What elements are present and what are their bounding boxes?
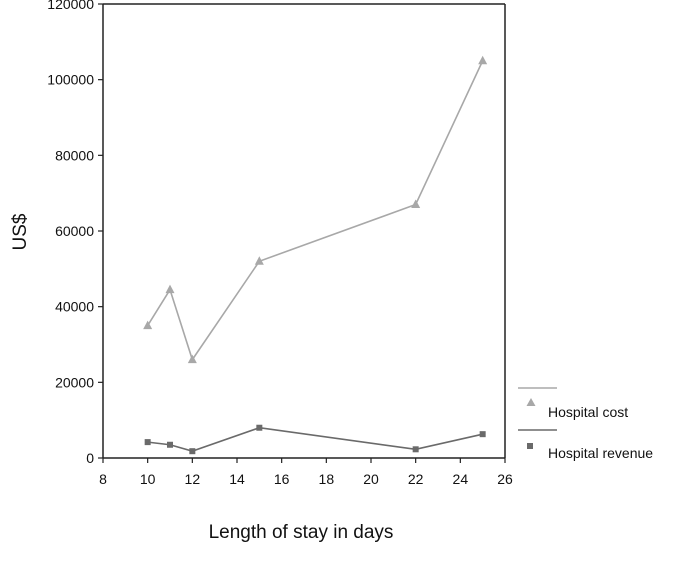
y-tick-label: 60000: [55, 223, 94, 239]
legend-label-hospital-cost: Hospital cost: [548, 404, 628, 420]
series-hospital-cost: [143, 55, 488, 364]
data-point-hospital-cost: [254, 256, 264, 265]
x-tick-label: 14: [229, 471, 245, 487]
axes: [102, 3, 506, 459]
legend-item-hospital-revenue: Hospital revenue: [518, 429, 653, 461]
data-point-hospital-cost: [165, 284, 175, 294]
x-tick-label: 16: [274, 471, 290, 487]
data-point-hospital-revenue: [256, 424, 263, 431]
legend-square-icon: [527, 443, 533, 449]
y-tick-label: 120000: [47, 0, 94, 12]
x-ticks: 8 10 12 14 16 18 20 22 24 26: [99, 458, 513, 487]
y-tick-label: 100000: [47, 72, 94, 88]
legend-triangle-icon: [526, 398, 536, 406]
data-point-hospital-cost: [478, 55, 488, 65]
x-tick-label: 18: [319, 471, 335, 487]
data-point-hospital-revenue: [167, 441, 173, 448]
series-line-hospital-revenue: [147, 426, 483, 453]
data-point-hospital-cost: [411, 199, 421, 209]
legend-item-hospital-cost: Hospital cost: [518, 387, 628, 420]
y-axis-title: US$: [10, 213, 31, 250]
y-tick-label: 80000: [55, 147, 94, 163]
x-tick-label: 26: [497, 471, 513, 487]
series-line-hospital-cost: [146, 60, 484, 362]
data-point-hospital-revenue: [144, 439, 151, 446]
y-tick-label: 40000: [55, 299, 94, 315]
data-point-hospital-revenue: [189, 448, 196, 455]
x-axis-title: Length of stay in days: [209, 522, 394, 543]
x-tick-label: 8: [99, 471, 107, 487]
y-tick-label: 20000: [55, 374, 94, 390]
legend-label-hospital-revenue: Hospital revenue: [548, 445, 653, 461]
data-point-hospital-revenue: [412, 446, 419, 453]
series-hospital-revenue: [144, 424, 486, 455]
data-point-hospital-cost: [187, 354, 197, 364]
y-tick-label: 0: [86, 450, 94, 466]
x-tick-label: 22: [408, 471, 424, 487]
x-tick-label: 24: [453, 471, 469, 487]
x-tick-label: 10: [140, 471, 156, 487]
data-point-hospital-revenue: [479, 431, 486, 438]
y-ticks: 0 20000 40000 60000 80000 100000 120000: [47, 0, 103, 466]
x-tick-label: 12: [185, 471, 201, 487]
data-point-hospital-cost: [143, 320, 153, 330]
x-tick-label: 20: [363, 471, 379, 487]
legend: Hospital cost Hospital revenue: [518, 387, 653, 461]
series-layer: [143, 55, 488, 455]
